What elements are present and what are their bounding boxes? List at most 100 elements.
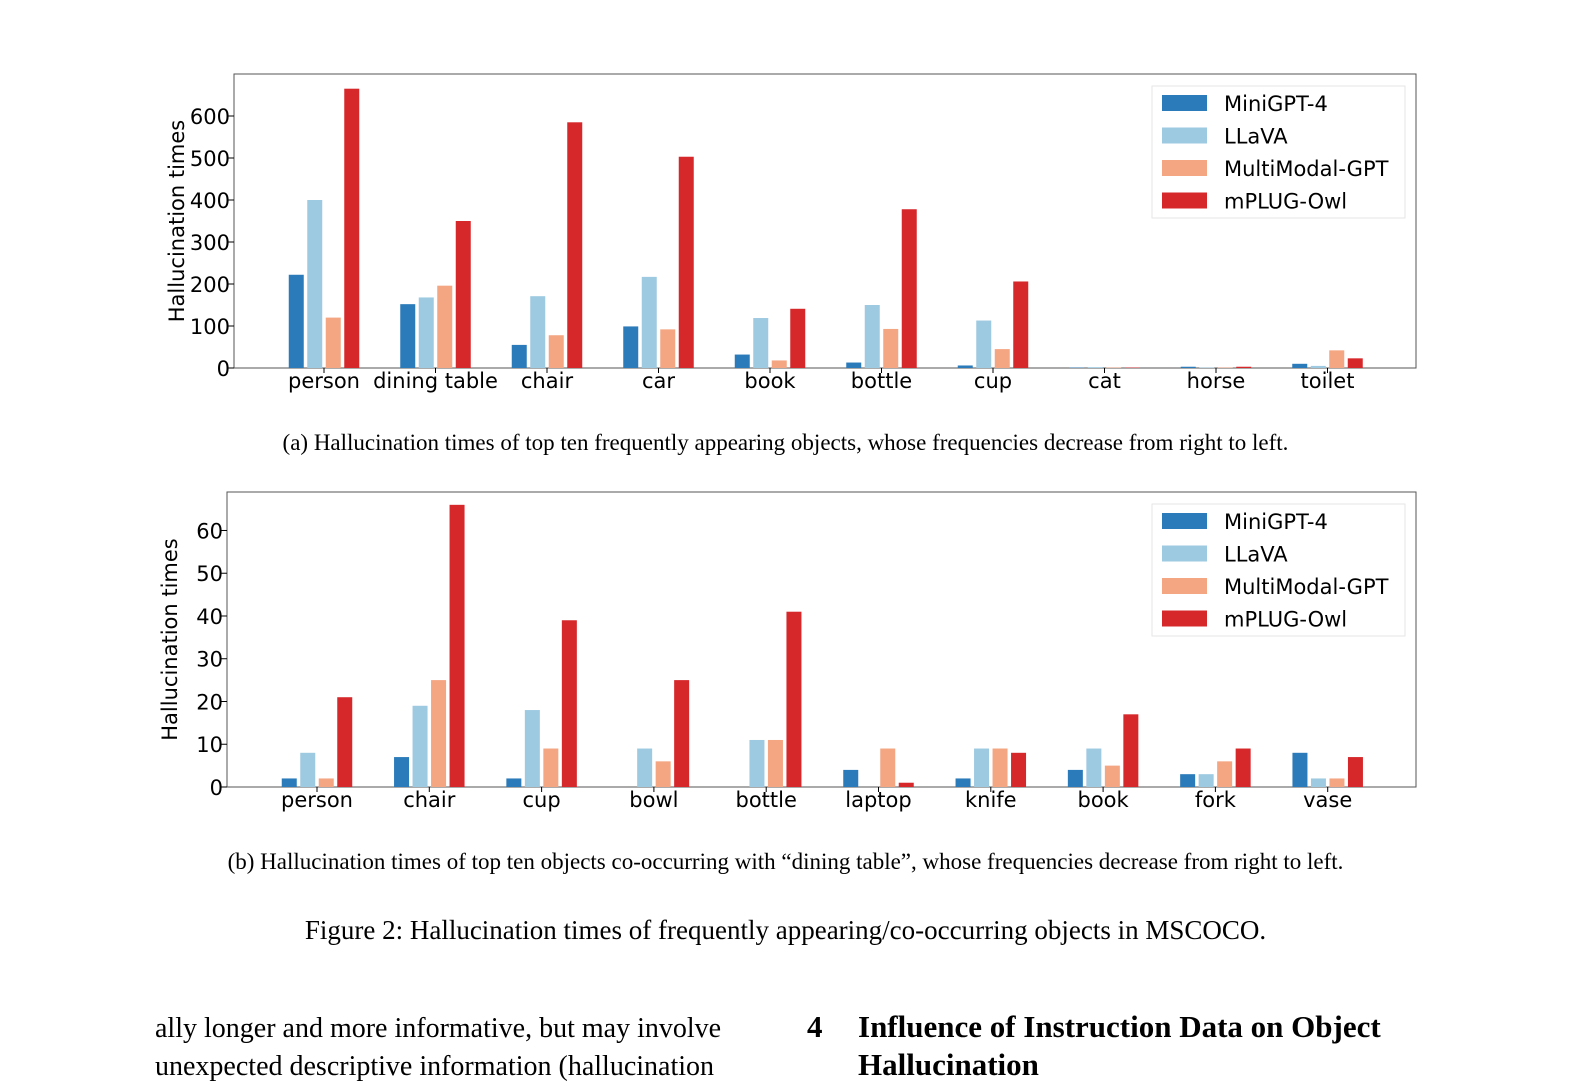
legend-swatch xyxy=(1162,545,1207,562)
legend-swatch xyxy=(1162,610,1207,627)
x-tick-label: cat xyxy=(1088,369,1121,393)
bar xyxy=(418,297,434,368)
bar xyxy=(976,320,992,368)
legend-label: MiniGPT-4 xyxy=(1224,510,1328,534)
bar xyxy=(753,318,769,368)
legend-swatch xyxy=(1162,95,1207,111)
bar xyxy=(1198,774,1214,787)
y-tick-label: 300 xyxy=(190,231,230,255)
y-tick-label: 20 xyxy=(196,690,223,714)
legend-swatch xyxy=(1162,127,1207,144)
bar xyxy=(623,326,639,368)
bar xyxy=(437,285,453,368)
bar xyxy=(974,748,990,787)
bar xyxy=(449,504,465,787)
bar xyxy=(864,305,880,368)
bar xyxy=(281,778,297,787)
bar xyxy=(994,349,1010,368)
bar xyxy=(1087,367,1103,368)
bar xyxy=(749,739,765,787)
y-tick-label: 100 xyxy=(190,315,230,339)
bar xyxy=(567,122,583,368)
y-tick-label: 50 xyxy=(196,562,223,586)
bar xyxy=(300,752,316,787)
figure-caption: Figure 2: Hallucination times of frequen… xyxy=(304,915,1267,945)
legend-swatch xyxy=(1162,513,1207,529)
bar xyxy=(1011,752,1027,787)
bar xyxy=(1329,778,1345,787)
x-tick-label: fork xyxy=(1195,788,1237,812)
bar xyxy=(678,156,694,368)
bar xyxy=(431,680,447,787)
legend-label: LLaVA xyxy=(1224,125,1288,149)
bar xyxy=(325,317,341,368)
bar xyxy=(412,705,428,787)
bar xyxy=(400,304,416,368)
x-tick-label: car xyxy=(642,369,675,393)
bar xyxy=(506,778,522,787)
bar xyxy=(1123,714,1139,787)
bar xyxy=(1310,365,1326,368)
x-tick-label: horse xyxy=(1187,369,1246,393)
x-tick-label: cup xyxy=(523,788,561,812)
bar xyxy=(641,276,657,368)
legend-swatch xyxy=(1162,160,1207,176)
bar xyxy=(898,782,914,787)
bar xyxy=(1013,281,1029,368)
x-tick-label: toilet xyxy=(1301,369,1355,393)
x-tick-label: bottle xyxy=(851,369,912,393)
x-tick-label: chair xyxy=(521,369,574,393)
bar xyxy=(734,354,750,368)
bar xyxy=(955,778,971,787)
y-axis-label: Hallucination times xyxy=(158,538,182,740)
subcaption-a: (a) Hallucination times of top ten frequ… xyxy=(282,430,1289,455)
bar xyxy=(307,200,323,368)
section-title: Influence of Instruction Data on Object … xyxy=(858,1009,1381,1082)
bar xyxy=(318,778,334,787)
bar xyxy=(660,329,676,368)
y-tick-label: 400 xyxy=(190,189,230,213)
bar xyxy=(1086,748,1102,787)
body-paragraph: ally longer and more informative, but ma… xyxy=(155,1013,722,1082)
legend-label: MultiModal-GPT xyxy=(1224,157,1389,181)
bar xyxy=(561,620,577,787)
bar xyxy=(674,680,690,787)
x-tick-label: person xyxy=(281,788,353,812)
y-tick-label: 600 xyxy=(190,105,230,129)
bar xyxy=(455,221,471,368)
x-tick-label: bottle xyxy=(735,788,796,812)
x-tick-label: knife xyxy=(965,788,1017,812)
x-tick-label: laptop xyxy=(845,788,911,812)
y-tick-label: 10 xyxy=(196,733,223,757)
bar xyxy=(1235,748,1251,787)
bar xyxy=(394,757,410,787)
bar xyxy=(1180,366,1196,368)
bar xyxy=(883,328,899,368)
bar xyxy=(548,335,564,368)
bar xyxy=(337,697,353,787)
x-tick-label: person xyxy=(288,369,360,393)
bar xyxy=(880,748,896,787)
subcaption-b: (b) Hallucination times of top ten objec… xyxy=(227,849,1344,874)
bar xyxy=(1329,350,1345,368)
plot-frame xyxy=(233,73,1417,369)
section-number: 4 xyxy=(807,1009,823,1044)
bar xyxy=(1310,778,1326,787)
x-tick-label: book xyxy=(744,369,796,393)
bar xyxy=(790,308,806,368)
chart-b-dining-table-cooccur: 0 10 20 30 40 50 60 Hallucination times person ch… xyxy=(158,491,1417,812)
bar xyxy=(1292,752,1308,787)
x-tick-label: book xyxy=(1078,788,1130,812)
legend-label: mPLUG-Owl xyxy=(1224,190,1347,214)
bar xyxy=(901,209,917,368)
x-tick-label: vase xyxy=(1303,788,1352,812)
bar xyxy=(957,365,973,368)
bar xyxy=(767,739,783,787)
bar xyxy=(843,769,859,787)
y-tick-label: 0 xyxy=(217,357,230,381)
bar xyxy=(771,360,787,368)
bar xyxy=(1292,363,1308,368)
plot-frame xyxy=(226,491,1417,788)
bar xyxy=(786,611,802,787)
bar xyxy=(344,88,360,368)
